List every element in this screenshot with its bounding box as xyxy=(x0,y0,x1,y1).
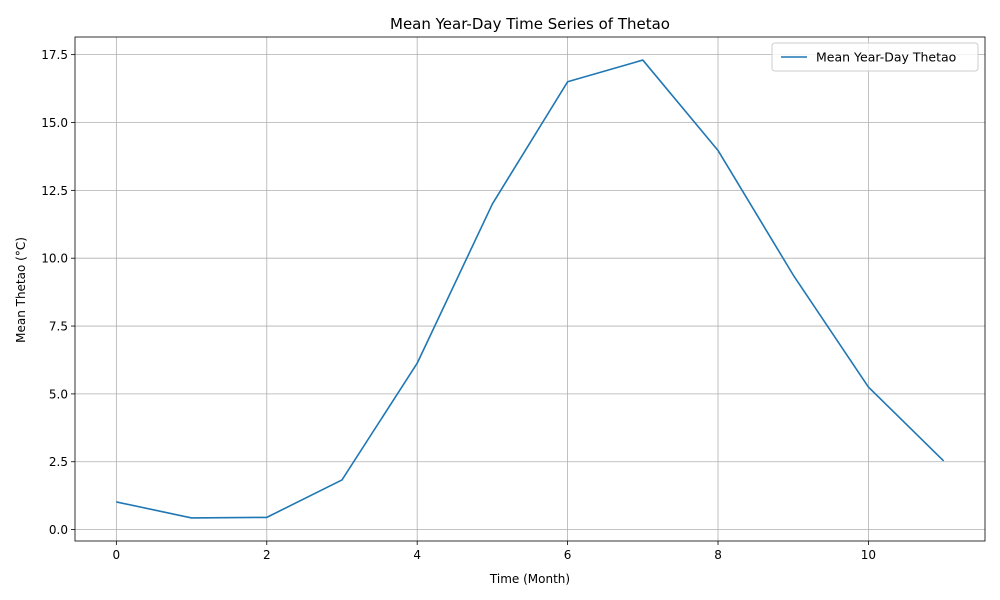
y-tick-label: 7.5 xyxy=(49,320,68,334)
x-tick-label: 6 xyxy=(564,548,572,562)
y-tick-label: 5.0 xyxy=(49,387,68,401)
x-tick-label: 8 xyxy=(714,548,722,562)
x-tick-label: 0 xyxy=(113,548,121,562)
y-tick-label: 0.0 xyxy=(49,523,68,537)
y-tick-label: 15.0 xyxy=(41,116,68,130)
plot-area xyxy=(74,36,986,542)
y-tick-label: 2.5 xyxy=(49,455,68,469)
data-point xyxy=(341,479,343,481)
legend-label: Mean Year-Day Thetao xyxy=(816,50,956,65)
chart-title: Mean Year-Day Time Series of Thetao xyxy=(390,15,670,33)
x-tick-label: 4 xyxy=(413,548,421,562)
data-point xyxy=(191,517,193,519)
series-group xyxy=(116,59,945,519)
series-line xyxy=(116,59,945,519)
y-axis: 0.0 2.5 5.0 7.5 10.0 12.5 15.0 17.5 xyxy=(41,48,75,537)
data-point xyxy=(492,203,494,205)
data-point xyxy=(943,460,945,462)
data-point xyxy=(717,150,719,152)
y-tick-label: 17.5 xyxy=(41,48,68,62)
data-point xyxy=(868,386,870,388)
data-point xyxy=(266,517,268,519)
data-point xyxy=(792,274,794,276)
y-axis-label: Mean Thetao (°C) xyxy=(14,237,28,343)
x-tick-label: 10 xyxy=(861,548,876,562)
x-axis-label: Time (Month) xyxy=(489,572,570,586)
legend: Mean Year-Day Thetao xyxy=(771,42,979,72)
data-point xyxy=(642,59,644,61)
x-axis: 0 2 4 6 8 10 xyxy=(113,541,876,562)
y-tick-label: 12.5 xyxy=(41,184,68,198)
data-point xyxy=(567,81,569,83)
data-point xyxy=(116,501,118,503)
y-tick-label: 10.0 xyxy=(41,252,68,266)
data-point xyxy=(416,362,418,364)
x-tick-label: 2 xyxy=(263,548,271,562)
legend-box xyxy=(771,42,979,72)
